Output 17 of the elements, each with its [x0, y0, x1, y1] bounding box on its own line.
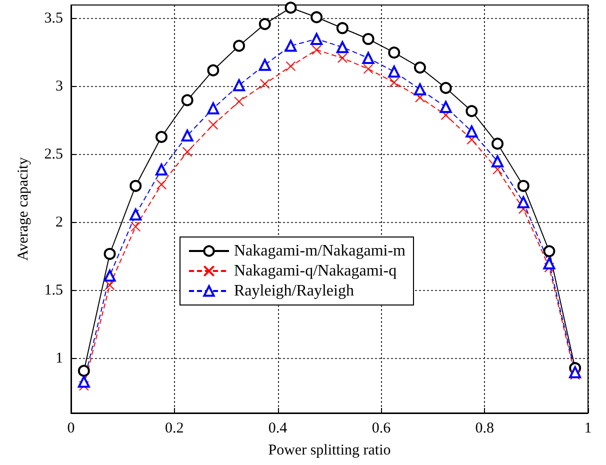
y-tick-label: 1 — [56, 350, 63, 367]
x-axis-title: Power splitting ratio — [268, 442, 391, 458]
x-tick-label: 0.2 — [165, 420, 184, 436]
x-tick-label: 0 — [67, 420, 75, 436]
x-tick-label: 0.4 — [268, 420, 288, 436]
x-tick-label: 1 — [584, 420, 592, 436]
y-axis-title: Average capacity — [16, 156, 32, 261]
x-tick-label: 0.8 — [475, 420, 494, 436]
legend-label: Rayleigh/Rayleigh — [234, 282, 354, 300]
y-tick-label: 2.5 — [44, 146, 63, 163]
y-tick-label: 2 — [56, 214, 63, 231]
y-tick-label: 1.5 — [44, 282, 63, 299]
y-tick-label: 3 — [56, 78, 63, 95]
x-tick-label: 0.6 — [372, 420, 392, 436]
legend-label: Nakagami-m/Nakagami-m — [234, 242, 406, 260]
legend-label: Nakagami-q/Nakagami-q — [234, 262, 397, 280]
y-tick-label: 3.5 — [44, 10, 63, 27]
